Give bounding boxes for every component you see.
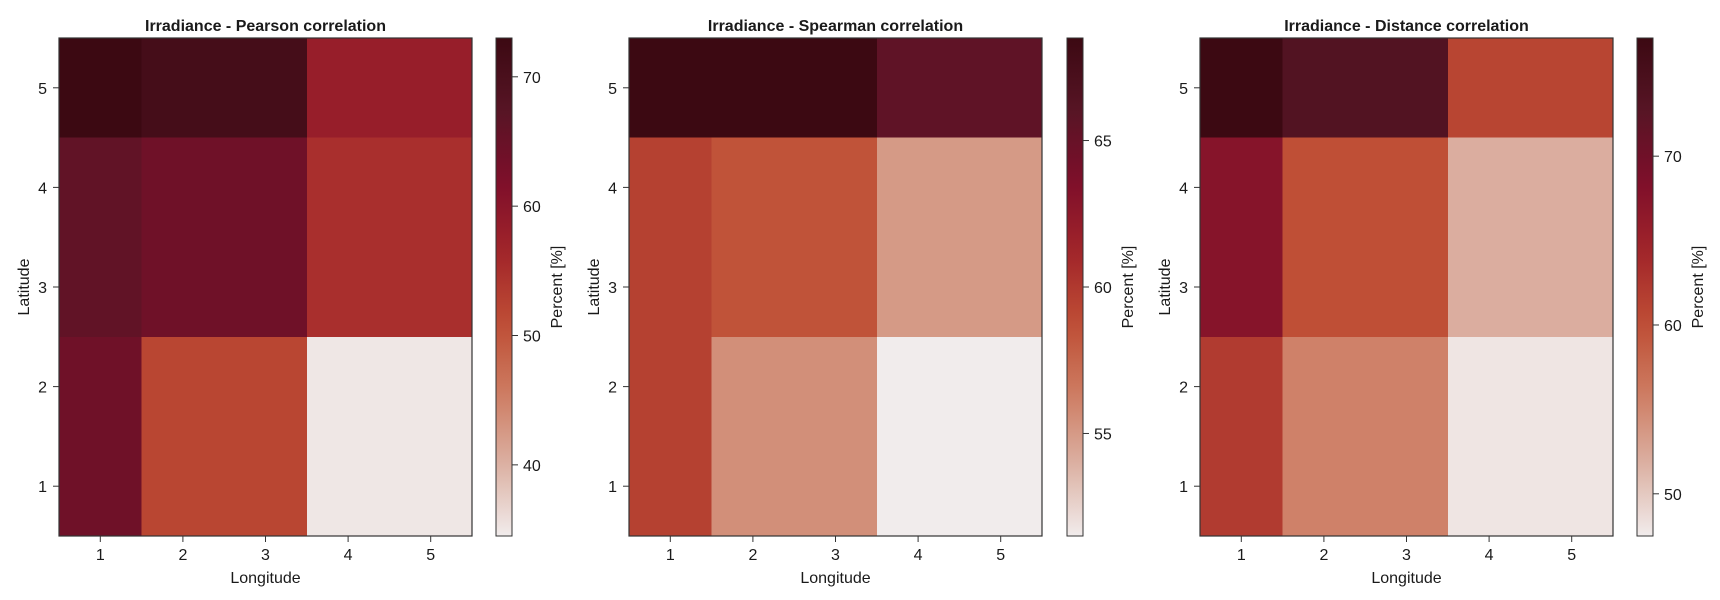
y-tick-label: 2 bbox=[1179, 380, 1188, 397]
heatmap-cell bbox=[1200, 38, 1283, 138]
y-axis-label: Latitude bbox=[16, 258, 33, 315]
colorbar-tick-label: 60 bbox=[1664, 318, 1682, 335]
y-tick-label: 1 bbox=[1179, 479, 1188, 496]
heatmap-cell bbox=[876, 336, 1042, 536]
heatmap-cell bbox=[1282, 336, 1448, 536]
colorbar-tick-label: 70 bbox=[523, 70, 541, 87]
x-tick-label: 1 bbox=[1237, 547, 1246, 564]
heatmap-cell bbox=[876, 137, 1042, 337]
x-tick-label: 3 bbox=[831, 547, 840, 564]
y-tick-label: 4 bbox=[608, 180, 617, 197]
heatmap-cell bbox=[711, 137, 877, 337]
colorbar bbox=[495, 37, 513, 537]
colorbar-tick-label: 60 bbox=[1094, 280, 1112, 297]
x-tick-label: 1 bbox=[96, 547, 105, 564]
chart-title: Irradiance - Pearson correlation bbox=[145, 18, 386, 35]
colorbar bbox=[1636, 37, 1654, 537]
heatmap-cell bbox=[876, 38, 1042, 138]
colorbar-label: Percent [%] bbox=[1120, 246, 1137, 329]
colorbar bbox=[1066, 37, 1084, 537]
heatmap-panel-1: Irradiance - Pearson correlation 1 2 3 4 5 1 2 3… bbox=[16, 18, 566, 587]
chart-title: Irradiance - Spearman correlation bbox=[708, 18, 963, 35]
x-tick-label: 4 bbox=[344, 547, 353, 564]
heatmap-cell bbox=[59, 38, 142, 138]
y-tick-label: 5 bbox=[608, 81, 617, 98]
x-tick-label: 3 bbox=[261, 547, 270, 564]
x-tick-label: 4 bbox=[914, 547, 923, 564]
colorbar-tick-label: 65 bbox=[1094, 134, 1112, 151]
heatmap-cell bbox=[306, 38, 472, 138]
y-axis-label: Latitude bbox=[586, 258, 603, 315]
heatmap-cell bbox=[711, 336, 877, 536]
y-tick-label: 2 bbox=[608, 380, 617, 397]
heatmap-cell bbox=[306, 336, 472, 536]
y-axis-label: Latitude bbox=[1157, 258, 1174, 315]
y-tick-label: 5 bbox=[38, 81, 47, 98]
x-tick-label: 3 bbox=[1402, 547, 1411, 564]
x-tick-label: 2 bbox=[178, 547, 187, 564]
heatmap-cell bbox=[1447, 336, 1613, 536]
colorbar-tick-label: 40 bbox=[523, 458, 541, 475]
colorbar-tick-label: 70 bbox=[1664, 149, 1682, 166]
x-tick-label: 2 bbox=[1319, 547, 1328, 564]
heatmap-cell bbox=[59, 137, 142, 337]
x-tick-label: 4 bbox=[1485, 547, 1494, 564]
heatmap-cell bbox=[59, 336, 142, 536]
x-tick-label: 5 bbox=[426, 547, 435, 564]
heatmap-cell bbox=[1282, 38, 1448, 138]
x-tick-label: 1 bbox=[666, 547, 675, 564]
heatmap-cell bbox=[306, 137, 472, 337]
heatmap-cell bbox=[141, 38, 307, 138]
chart-title: Irradiance - Distance correlation bbox=[1284, 18, 1529, 35]
heatmap-cell bbox=[141, 137, 307, 337]
y-tick-label: 3 bbox=[1179, 280, 1188, 297]
colorbar-label: Percent [%] bbox=[549, 246, 566, 329]
colorbar-tick-label: 50 bbox=[1664, 487, 1682, 504]
heatmap-cell bbox=[1200, 336, 1283, 536]
heatmap-panel-3: Irradiance - Distance correlation 1 2 3 4 5 1 2… bbox=[1157, 18, 1707, 587]
colorbar-tick-label: 55 bbox=[1094, 426, 1112, 443]
y-tick-label: 3 bbox=[38, 280, 47, 297]
heatmap-cell bbox=[1447, 137, 1613, 337]
heatmap-cell bbox=[141, 336, 307, 536]
x-axis-label: Longitude bbox=[230, 570, 300, 587]
x-axis-label: Longitude bbox=[1371, 570, 1441, 587]
x-axis-label: Longitude bbox=[800, 570, 870, 587]
heatmap-panel-2: Irradiance - Spearman correlation 1 2 3 4 5 1 2… bbox=[586, 18, 1137, 587]
y-tick-label: 1 bbox=[38, 479, 47, 496]
y-tick-label: 2 bbox=[38, 380, 47, 397]
colorbar-label: Percent [%] bbox=[1690, 246, 1707, 329]
heatmap-cell bbox=[1282, 137, 1448, 337]
y-tick-label: 4 bbox=[1179, 180, 1188, 197]
heatmap-cell bbox=[1200, 137, 1283, 337]
x-tick-label: 2 bbox=[748, 547, 757, 564]
heatmap-cell bbox=[629, 137, 712, 536]
heatmap-cell bbox=[1447, 38, 1613, 138]
colorbar-tick-label: 60 bbox=[523, 199, 541, 216]
heatmap-cell bbox=[629, 38, 877, 138]
y-tick-label: 4 bbox=[38, 180, 47, 197]
x-tick-label: 5 bbox=[1567, 547, 1576, 564]
x-tick-label: 5 bbox=[996, 547, 1005, 564]
y-tick-label: 5 bbox=[1179, 81, 1188, 98]
colorbar-tick-label: 50 bbox=[523, 329, 541, 346]
y-tick-label: 3 bbox=[608, 280, 617, 297]
y-tick-label: 1 bbox=[608, 479, 617, 496]
